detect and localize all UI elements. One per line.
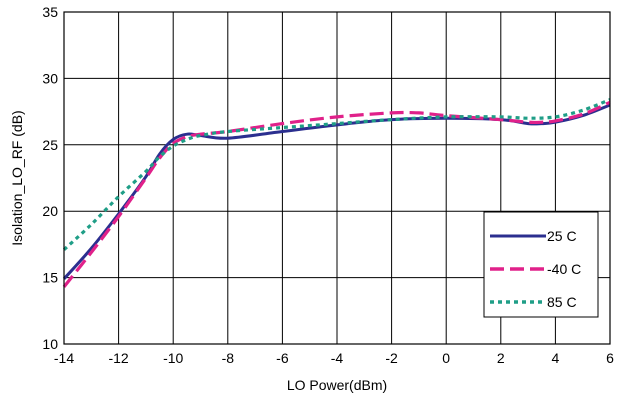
y-axis-label: Isolation_LO_RF (dB) — [9, 110, 25, 245]
x-tick-label: -12 — [108, 350, 128, 366]
y-tick-label: 10 — [42, 336, 58, 352]
x-tick-label: -6 — [276, 350, 289, 366]
legend-label-2: -40 C — [547, 261, 581, 277]
x-tick-label: 6 — [606, 350, 614, 366]
x-tick-label: 2 — [497, 350, 505, 366]
legend-box — [483, 211, 599, 318]
series-line-3 — [62, 98, 611, 251]
y-tick-label: 35 — [42, 4, 58, 20]
legend-label-1: 25 C — [547, 228, 577, 244]
x-tick-label: 4 — [552, 350, 560, 366]
y-tick-labels: 10 15 20 25 30 35 — [42, 4, 58, 352]
x-tick-label: -8 — [222, 350, 235, 366]
plot-frame — [63, 11, 611, 345]
y-tick-label: 25 — [42, 137, 58, 153]
series-line-2 — [62, 100, 611, 288]
x-axis-label: LO Power(dBm) — [287, 377, 387, 393]
x-tick-label: -14 — [54, 350, 74, 366]
series-lines — [62, 98, 611, 288]
legend-label-3: 85 C — [547, 294, 577, 310]
x-tick-label: -2 — [385, 350, 398, 366]
x-tick-label: -10 — [163, 350, 183, 366]
y-tick-label: 30 — [42, 70, 58, 86]
x-tick-labels: -14 -12 -10 -8 -6 -4 -2 0 2 4 6 — [54, 350, 614, 366]
x-tick-label: -4 — [331, 350, 344, 366]
x-tick-label: 0 — [442, 350, 450, 366]
y-tick-label: 15 — [42, 270, 58, 286]
y-tick-label: 20 — [42, 203, 58, 219]
legend: 25 C -40 C 85 C — [483, 211, 599, 318]
